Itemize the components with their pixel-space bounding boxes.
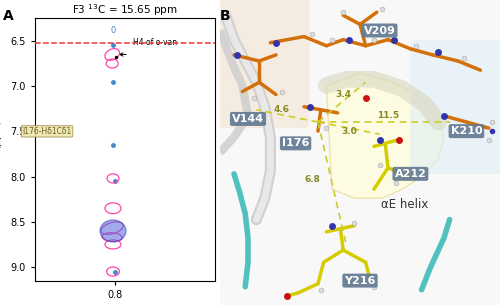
Y-axis label: F1 $^1$H (ppm): F1 $^1$H (ppm) bbox=[0, 119, 5, 180]
Text: K210: K210 bbox=[450, 126, 482, 136]
Text: Y216: Y216 bbox=[344, 276, 376, 285]
Text: αE helix: αE helix bbox=[381, 198, 428, 211]
Text: B: B bbox=[220, 9, 230, 23]
Text: 4.6: 4.6 bbox=[274, 105, 289, 114]
Text: H4 of o-van: H4 of o-van bbox=[133, 38, 177, 47]
Text: 6.8: 6.8 bbox=[304, 175, 320, 185]
Text: I176: I176 bbox=[282, 138, 310, 148]
Polygon shape bbox=[326, 73, 444, 198]
Ellipse shape bbox=[100, 220, 126, 242]
Text: V209: V209 bbox=[364, 26, 396, 35]
Text: A: A bbox=[2, 9, 13, 23]
Text: I176-Hδ1Cδ1: I176-Hδ1Cδ1 bbox=[22, 127, 72, 136]
FancyBboxPatch shape bbox=[410, 40, 500, 174]
Text: 3.4: 3.4 bbox=[335, 90, 351, 99]
Title: F3 $^{13}$C = 15.65 ppm: F3 $^{13}$C = 15.65 ppm bbox=[72, 2, 178, 18]
Text: 3.0: 3.0 bbox=[341, 127, 356, 136]
Text: A212: A212 bbox=[394, 169, 426, 179]
Text: 0: 0 bbox=[110, 26, 116, 34]
Text: 11.5: 11.5 bbox=[377, 111, 399, 120]
FancyBboxPatch shape bbox=[200, 0, 310, 128]
Text: V144: V144 bbox=[232, 114, 264, 124]
